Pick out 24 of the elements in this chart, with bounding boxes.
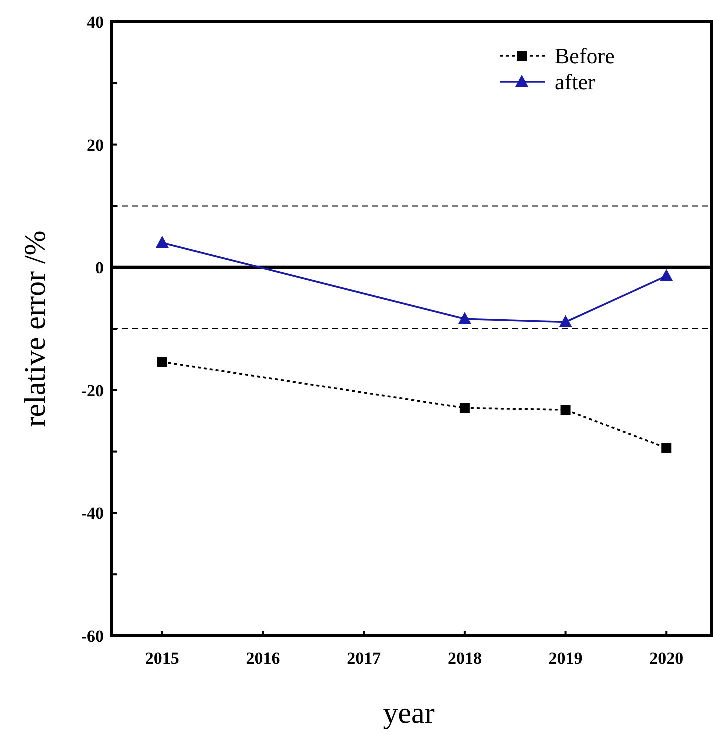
- legend-label: Before: [555, 44, 615, 69]
- y-tick-label: 0: [96, 258, 104, 278]
- x-tick-label: 2018: [448, 649, 482, 668]
- y-tick-label: -20: [81, 381, 104, 400]
- y-tick-label: 20: [87, 136, 104, 155]
- legend-label: after: [555, 70, 596, 95]
- point: [458, 312, 472, 324]
- y-tick-label: -60: [81, 626, 104, 646]
- point: [156, 236, 169, 248]
- y-tick-label: 40: [87, 12, 104, 32]
- x-tick-label: 2017: [347, 649, 382, 668]
- x-tick-label: 2019: [548, 649, 583, 668]
- point: [157, 357, 168, 368]
- y-axis-title: relative error /%: [19, 230, 52, 428]
- point: [559, 315, 572, 328]
- y-tick-label: -40: [81, 504, 104, 524]
- x-tick-label: 2020: [650, 649, 684, 668]
- point: [662, 443, 672, 454]
- point: [560, 405, 571, 416]
- x-axis-title: year: [383, 697, 435, 730]
- x-tick-label: 2015: [145, 649, 180, 668]
- point: [460, 403, 470, 414]
- point: [660, 269, 674, 282]
- x-tick-label: 2016: [246, 649, 280, 668]
